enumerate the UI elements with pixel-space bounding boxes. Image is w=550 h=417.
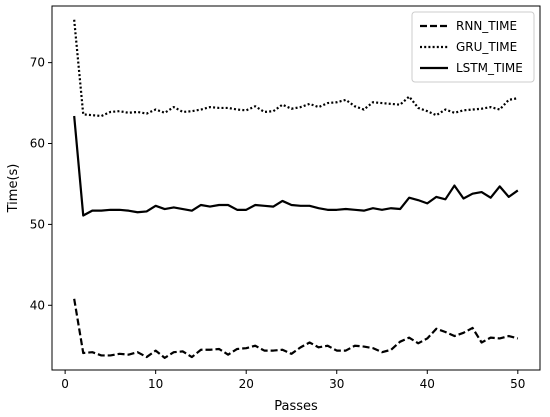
plot-frame [51,5,541,371]
y-tick-label: 40 [30,298,45,312]
x-tick-label: 50 [510,377,525,391]
legend-label-lstm-time: LSTM_TIME [456,61,523,75]
legend: RNN_TIME GRU_TIME LSTM_TIME [411,11,535,83]
legend-label-rnn-time: RNN_TIME [456,19,517,33]
x-tick-label: 0 [61,377,69,391]
x-tick-label: 20 [239,377,254,391]
y-tick-label: 60 [30,137,45,151]
series-line-rnn-time [73,298,519,359]
series-line-lstm-time [73,115,519,217]
legend-label-gru-time: GRU_TIME [456,40,517,54]
tick-layer: 0 10 20 30 40 50 40 50 60 70 [30,56,526,391]
y-tick-label: 70 [30,56,45,70]
series-layer [73,19,519,359]
legend-box [411,11,535,83]
x-tick-label: 30 [329,377,344,391]
x-axis-label: Passes [274,399,318,414]
y-tick-label: 50 [30,217,45,231]
x-tick-label: 40 [420,377,435,391]
x-tick-label: 10 [148,377,163,391]
y-axis-label: Time(s) [6,164,21,214]
series-line-gru-time [73,19,519,118]
axes-layer [51,5,541,371]
